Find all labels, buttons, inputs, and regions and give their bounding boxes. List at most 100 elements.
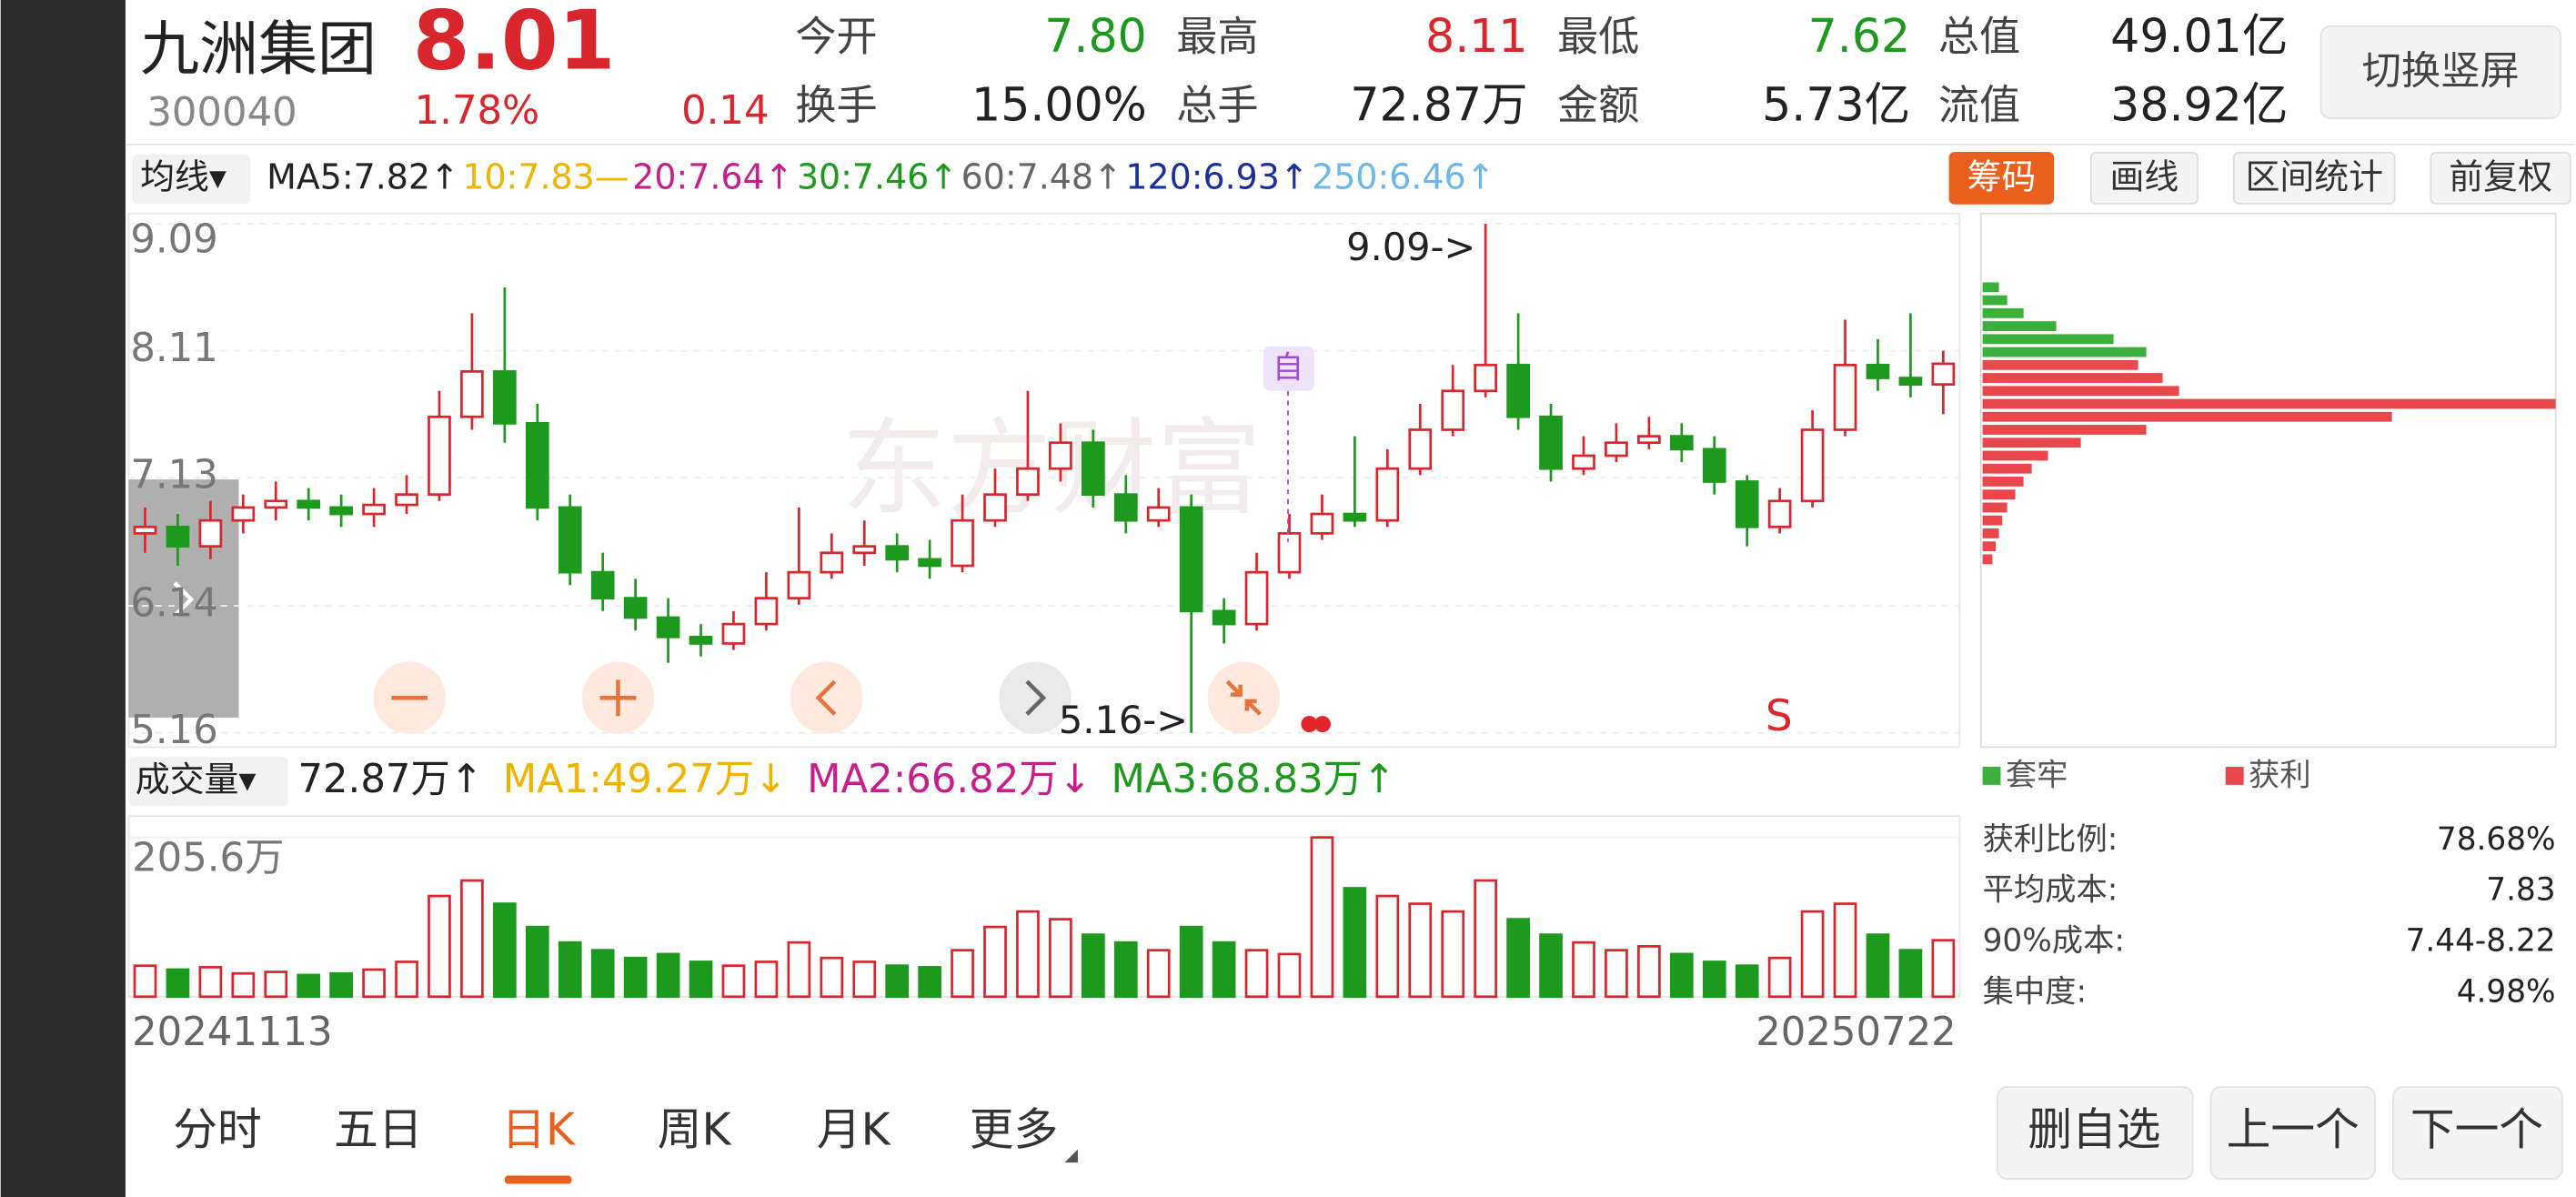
period-tab[interactable]: 日K xyxy=(501,1105,576,1156)
volume-bar xyxy=(1049,918,1072,999)
chip-bar xyxy=(1982,489,2016,500)
ma-selector-label[interactable]: 均线▾ xyxy=(140,156,226,196)
volume-bar xyxy=(1146,949,1171,999)
stat-label: 流值 xyxy=(1938,81,2020,129)
footer-button[interactable]: 删自选 xyxy=(2028,1105,2160,1156)
volume-bar xyxy=(918,966,941,999)
candle-body xyxy=(852,545,877,555)
volume-bar xyxy=(1310,836,1334,999)
period-tab[interactable]: 月K xyxy=(817,1105,891,1156)
candle-body xyxy=(395,493,418,507)
footer-button[interactable]: 上一个 xyxy=(2227,1105,2360,1156)
candle-body xyxy=(525,422,549,509)
volume-bar xyxy=(264,971,288,999)
zoom-icons xyxy=(391,679,1262,717)
legend-swatch xyxy=(2225,767,2244,785)
stat-value: 49.01亿 xyxy=(2110,9,2288,63)
candle-body xyxy=(264,499,288,509)
volume-legend: MA2:66.82万↓ xyxy=(807,757,1092,802)
candle-body xyxy=(1375,467,1400,522)
scroll-handle[interactable] xyxy=(128,479,239,718)
candle-body xyxy=(1605,441,1628,458)
volume-bar xyxy=(623,956,648,999)
candle-body xyxy=(1637,435,1661,445)
volume-panel xyxy=(127,815,1961,998)
period-tab[interactable]: 分时 xyxy=(173,1105,261,1156)
volume-bar xyxy=(133,964,157,999)
chip-bar xyxy=(1982,515,2003,526)
tool-button[interactable] xyxy=(2089,151,2199,205)
chip-bar xyxy=(1982,334,2114,345)
tool-button[interactable] xyxy=(2430,151,2571,205)
volume-bar xyxy=(1539,933,1563,999)
chip-stat-value: 7.83 xyxy=(2486,872,2555,909)
volume-bar xyxy=(1572,940,1595,999)
candle-body xyxy=(1572,454,1595,470)
chip-stat-value: 7.44-8.22 xyxy=(2406,923,2556,960)
chip-bar xyxy=(1982,528,1999,538)
volume-bar xyxy=(885,964,910,999)
candle-body xyxy=(1669,435,1694,451)
volume-bar xyxy=(1212,940,1236,999)
ma-selector[interactable] xyxy=(132,154,251,204)
period-tab[interactable]: 五日 xyxy=(334,1105,422,1156)
candle-body xyxy=(1539,415,1563,470)
ma-value: 250:6.46↑ xyxy=(1312,156,1494,196)
tool-label[interactable]: 前复权 xyxy=(2449,156,2552,196)
period-tab[interactable]: 更多 xyxy=(970,1105,1058,1156)
volume-bar xyxy=(820,956,844,999)
button-box[interactable] xyxy=(2209,1086,2376,1181)
chip-panel xyxy=(1979,212,2557,749)
stock-price: 8.01 xyxy=(413,0,616,88)
volume-bar xyxy=(1244,949,1269,999)
button-box[interactable] xyxy=(1996,1086,2194,1181)
candle-body xyxy=(1506,363,1530,418)
footer-button[interactable]: 下一个 xyxy=(2410,1105,2543,1156)
volume-selector-label[interactable]: 成交量▾ xyxy=(136,759,257,800)
tool-label[interactable]: 筹码 xyxy=(1967,156,2036,196)
candle-body xyxy=(656,616,680,639)
volume-bar xyxy=(1113,940,1138,999)
stat-value: 7.62 xyxy=(1808,9,1911,63)
chip-bar xyxy=(1982,282,1999,293)
volume-bar xyxy=(1735,964,1759,999)
ma-value: 120:6.93↑ xyxy=(1125,156,1308,196)
chip-bar xyxy=(1982,373,2163,383)
stat-label: 今开 xyxy=(795,12,877,60)
period-tab[interactable]: 周K xyxy=(658,1105,732,1156)
candle-body xyxy=(1310,512,1334,535)
volume-bar xyxy=(166,968,190,999)
chip-bar xyxy=(1982,554,1993,565)
stat-value: 7.80 xyxy=(1044,9,1147,63)
candle-body xyxy=(1833,363,1857,431)
button-box[interactable] xyxy=(2392,1086,2563,1181)
chip-stat-label: 获利比例: xyxy=(1983,821,2118,858)
candle-body xyxy=(460,370,484,418)
orientation-label[interactable]: 切换竖屏 xyxy=(2362,49,2520,95)
candle-body xyxy=(1179,506,1203,613)
volume-bar xyxy=(787,940,811,999)
stat-value: 15.00% xyxy=(971,78,1147,132)
volume-bar xyxy=(590,949,615,999)
volume-bar xyxy=(1702,961,1726,999)
candle-body xyxy=(558,506,582,574)
candle-body xyxy=(1441,389,1465,431)
chip-bar xyxy=(1982,541,1997,552)
chip-bar xyxy=(1982,411,2392,422)
candle-body xyxy=(918,558,941,568)
volume-bar xyxy=(951,949,974,999)
tool-button[interactable] xyxy=(2232,151,2396,205)
chip-bar xyxy=(1982,307,2024,318)
volume-bar xyxy=(1866,933,1890,999)
stat-value: 5.73亿 xyxy=(1762,78,1910,132)
volume-selector[interactable] xyxy=(128,757,288,807)
y-tick-label: 8.11 xyxy=(130,326,217,371)
candle-body xyxy=(1113,493,1138,522)
orientation-button[interactable] xyxy=(2319,25,2561,119)
tool-label[interactable]: 区间统计 xyxy=(2245,156,2383,196)
tool-button[interactable] xyxy=(1948,151,2055,205)
stat-label: 最高 xyxy=(1176,12,1258,60)
self-marker-label: 自 xyxy=(1273,350,1303,387)
tool-label[interactable]: 画线 xyxy=(2110,156,2179,196)
ma-value: 20:7.64↑ xyxy=(632,156,793,196)
